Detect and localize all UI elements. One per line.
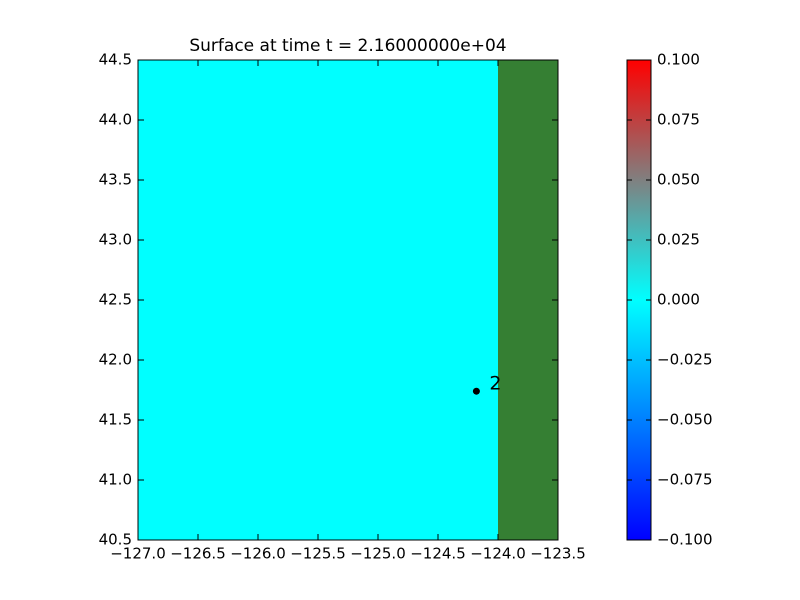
y-tick-label: 40.5 <box>99 531 132 549</box>
y-tick-label: 41.0 <box>99 471 132 489</box>
y-tick-label: 43.0 <box>99 231 132 249</box>
colorbar-tick-label: 0.025 <box>657 231 700 249</box>
colorbar-tick-label: 0.100 <box>657 51 700 69</box>
y-tick-label: 42.5 <box>99 291 132 309</box>
x-tick-label: −125.0 <box>350 545 406 563</box>
chart-title: Surface at time t = 2.16000000e+04 <box>189 36 506 56</box>
colorbar-tick-label: −0.025 <box>657 351 713 369</box>
x-tick-label: −123.5 <box>530 545 586 563</box>
x-tick-label: −124.5 <box>410 545 466 563</box>
gauge-label: 2 <box>489 373 501 395</box>
x-tick-label: −126.0 <box>230 545 286 563</box>
y-tick-label: 44.5 <box>99 51 132 69</box>
colorbar-tick-label: −0.050 <box>657 411 713 429</box>
y-tick-label: 44.0 <box>99 111 132 129</box>
y-tick-label: 41.5 <box>99 411 132 429</box>
colorbar-tick-label: −0.075 <box>657 471 713 489</box>
y-tick-label: 42.0 <box>99 351 132 369</box>
colorbar-tick-label: −0.100 <box>657 531 713 549</box>
colorbar-tick-label: 0.075 <box>657 111 700 129</box>
x-tick-label: −124.0 <box>470 545 526 563</box>
colorbar-tick-label: 0.000 <box>657 291 700 309</box>
x-tick-label: −125.5 <box>290 545 346 563</box>
x-tick-label: −126.5 <box>170 545 226 563</box>
region <box>498 60 558 540</box>
region <box>138 60 498 540</box>
gauge-point <box>472 387 480 395</box>
x-tick-label: −127.0 <box>110 545 166 563</box>
colorbar-tick-label: 0.050 <box>657 171 700 189</box>
y-tick-label: 43.5 <box>99 171 132 189</box>
